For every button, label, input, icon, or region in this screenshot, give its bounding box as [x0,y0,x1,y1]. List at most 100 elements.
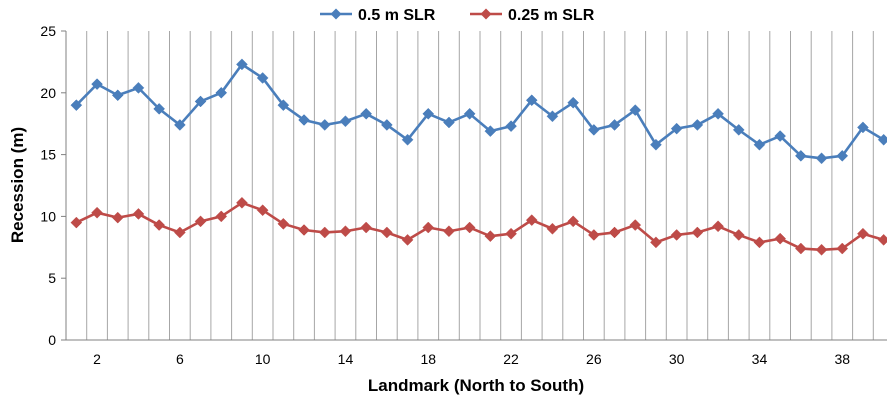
data-point [422,221,435,234]
data-point [194,95,207,108]
data-point [298,224,310,236]
data-point [360,107,373,120]
x-tick-label: 38 [834,351,850,367]
data-point [587,124,600,136]
series-line [75,201,885,252]
data-point [70,99,83,112]
y-axis-title: Recession (m) [8,127,27,243]
data-point [794,149,807,162]
series-1 [70,58,887,165]
legend-swatch-marker [480,8,492,20]
x-tick-label: 6 [176,351,184,367]
data-point [153,103,166,115]
data-point [587,229,600,241]
data-point [215,86,228,99]
data-point [815,243,828,256]
data-point [463,221,476,234]
x-tick-label: 26 [586,351,602,367]
series-2 [70,196,887,256]
data-point [836,242,849,255]
y-tick-label: 5 [48,270,56,286]
data-point [857,121,869,134]
data-point [670,122,683,135]
data-point [712,107,724,120]
data-point [173,226,186,239]
data-point [505,227,517,240]
data-point [815,152,828,165]
x-tick-label: 14 [338,351,354,367]
data-point [380,226,393,239]
data-point [318,119,331,131]
data-point [463,107,476,120]
data-point [650,236,662,249]
data-point [339,115,352,128]
data-point [732,124,745,136]
data-point [670,229,683,241]
data-point [774,232,787,245]
data-point [380,119,393,131]
data-point [877,234,887,246]
x-tick-labels: 2 6 10 14 18 22 26 30 34 38 [93,351,850,367]
x-tick-label: 30 [669,351,685,367]
y-tick-label: 20 [40,85,56,101]
x-tick-label: 22 [503,351,519,367]
data-point [111,89,124,102]
y-tick-label: 25 [40,23,56,39]
data-point [484,125,497,137]
data-point [877,133,887,146]
data-point [691,119,704,131]
data-point [111,211,124,224]
data-point [857,227,869,240]
data-point [298,114,310,126]
data-point [401,133,414,146]
y-tick-label: 15 [40,147,56,163]
data-point [339,225,352,238]
vertical-gridlines [65,31,874,340]
data-point [753,138,766,151]
data-point [712,220,724,233]
series-layer [70,58,887,256]
legend-swatch-marker [330,8,342,20]
data-point [753,236,766,249]
series-line [75,63,885,160]
data-point [91,206,103,219]
legend-label: 0.25 m SLR [508,7,595,24]
y-tick-label: 0 [48,332,56,348]
x-tick-label: 2 [93,351,101,367]
x-tick-label: 10 [255,351,271,367]
data-point [505,120,517,133]
data-point [215,210,228,223]
data-point [546,110,559,123]
data-point [70,216,83,229]
data-point [360,221,373,234]
data-point [318,226,331,239]
legend-item-2: 0.25 m SLR [470,7,595,24]
data-point [794,242,807,255]
data-point [836,149,849,162]
axes [65,31,887,341]
legend-label: 0.5 m SLR [358,7,436,24]
data-point [608,119,621,131]
data-point [153,219,166,231]
data-point [422,107,435,120]
data-point [525,214,538,226]
data-point [132,208,145,220]
x-tick-label: 18 [420,351,436,367]
data-point [256,72,269,84]
data-point [194,215,207,228]
data-point [484,230,497,243]
x-axis-title: Landmark (North to South) [368,376,584,395]
data-point [546,222,559,235]
data-point [443,225,455,238]
data-point [567,96,580,109]
y-tick-label: 10 [40,208,56,224]
data-point [256,204,269,217]
x-tick-label: 34 [752,351,768,367]
data-point [401,234,414,246]
data-point [650,138,662,151]
data-point [443,116,455,129]
data-point [132,82,145,94]
data-point [567,215,580,228]
legend: 0.5 m SLR 0.25 m SLR [320,7,595,24]
